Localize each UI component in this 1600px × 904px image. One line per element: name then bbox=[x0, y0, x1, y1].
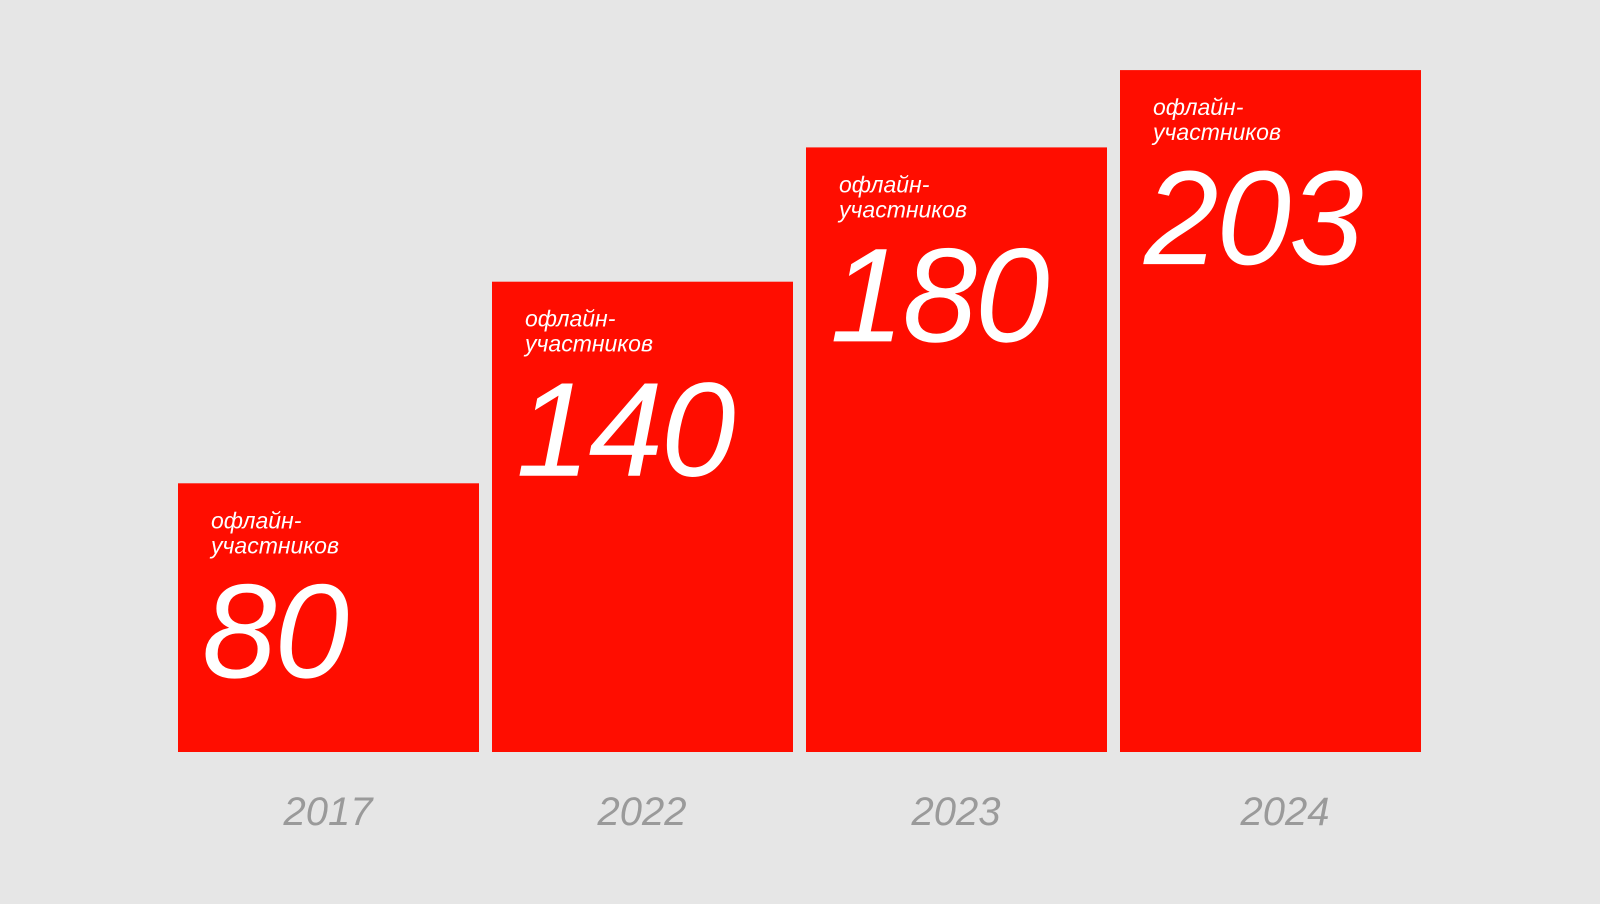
x-tick-label-2024: 2024 bbox=[1240, 790, 1330, 834]
data-label-2022: 140 bbox=[516, 356, 735, 505]
bar-caption-line-2: участников bbox=[523, 331, 653, 357]
data-label-2024: 203 bbox=[1143, 144, 1363, 293]
bar-caption-line-1: офлайн- bbox=[839, 171, 930, 197]
data-label-2017: 80 bbox=[202, 557, 349, 706]
x-tick-label-2022: 2022 bbox=[597, 790, 687, 834]
bar-2017 bbox=[178, 483, 479, 752]
bar-caption-line-1: офлайн- bbox=[211, 507, 302, 533]
bars-group: офлайн-участников80офлайн-участников140о… bbox=[178, 70, 1421, 753]
bar-caption-line-2: участников bbox=[1151, 119, 1281, 145]
data-label-2023: 180 bbox=[830, 221, 1049, 370]
year-labels-group: 2017 2022 2023 2024 bbox=[283, 790, 1330, 834]
x-tick-label-2023: 2023 bbox=[911, 790, 1001, 834]
x-tick-label-2017: 2017 bbox=[283, 790, 375, 834]
bar-caption-line-1: офлайн- bbox=[525, 306, 616, 332]
bar-2022 bbox=[492, 281, 793, 752]
bar-caption-line-2: участников bbox=[837, 196, 967, 222]
bar-2024 bbox=[1120, 70, 1421, 753]
bar-2023 bbox=[806, 147, 1107, 752]
bar-caption-line-2: участников bbox=[209, 532, 339, 558]
bar-caption-line-1: офлайн- bbox=[1153, 94, 1244, 120]
